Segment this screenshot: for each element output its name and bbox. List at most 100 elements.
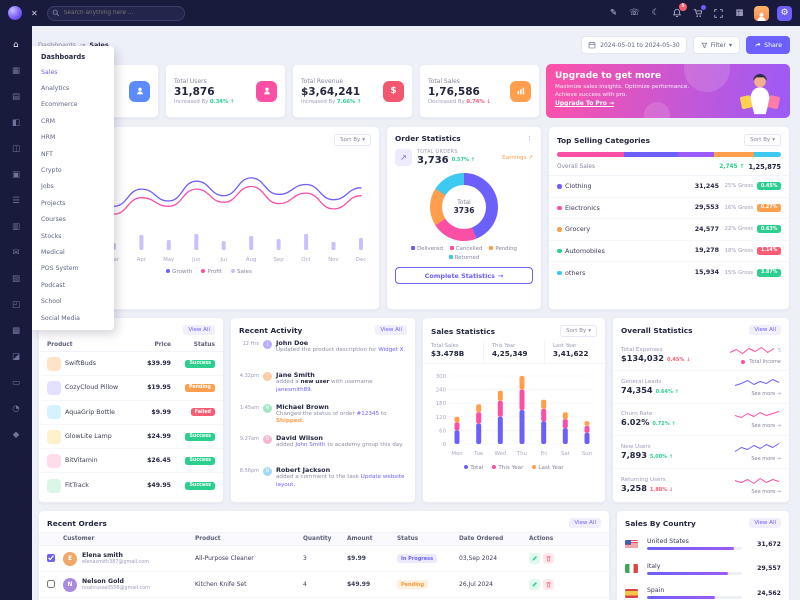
sales-overview-sort-button[interactable]: Sort By ▾ <box>334 134 371 146</box>
sparkline <box>734 477 780 484</box>
sales-statistics-sort-button[interactable]: Sort By ▾ <box>560 325 597 337</box>
change-badge: 0.63% <box>757 225 781 234</box>
compose-icon[interactable]: ✎ <box>609 8 618 18</box>
country-row: Spain 24,562 <box>617 581 789 600</box>
search-input[interactable] <box>46 5 185 21</box>
sidebar-forms-icon[interactable]: ◫ <box>11 143 21 154</box>
filter-button[interactable]: Filter ▾ <box>692 36 741 54</box>
flyout-item-pos-system[interactable]: POS System <box>41 265 79 273</box>
svg-text:Fri: Fri <box>540 451 546 457</box>
delete-button[interactable] <box>543 579 554 590</box>
change-badge: 1.14% <box>757 246 781 255</box>
darkmode-moon-icon[interactable]: ☾ <box>651 8 660 18</box>
svg-text:240: 240 <box>436 388 447 394</box>
settings-gear-icon[interactable]: ⚙ <box>777 5 792 21</box>
share-button[interactable]: Share <box>746 36 790 54</box>
flyout-item-nft[interactable]: NFT <box>41 150 53 158</box>
complete-statistics-button[interactable]: Complete Statistics → <box>395 267 533 284</box>
flyout-item-school[interactable]: School <box>41 298 62 306</box>
overall-stat-row: New Users 7,893 5.00% ↑ See more → <box>613 436 789 469</box>
flyout-item-crypto[interactable]: Crypto <box>41 167 62 175</box>
product-image <box>47 429 61 444</box>
notifications-bell-icon[interactable]: 5 <box>670 2 687 20</box>
user-avatar[interactable] <box>754 5 769 21</box>
upgrade-cta[interactable]: Upgrade To Pro → <box>555 100 615 108</box>
sidebar-apps-icon[interactable]: ▦ <box>11 65 21 76</box>
product-image <box>47 380 61 395</box>
flyout-item-medical[interactable]: Medical <box>41 248 65 256</box>
sidebar-cards-icon[interactable]: ▭ <box>11 377 21 388</box>
flyout-item-crm[interactable]: CRM <box>41 117 55 125</box>
orders-view-all[interactable]: View All <box>569 518 601 528</box>
flyout-item-sales[interactable]: Sales <box>41 68 58 76</box>
category-share-bar <box>557 152 781 157</box>
chevron-down-icon: ▾ <box>729 41 733 49</box>
flyout-item-courses[interactable]: Courses <box>41 216 66 224</box>
delete-button[interactable] <box>543 553 554 564</box>
flyout-item-analytics[interactable]: Analytics <box>41 85 70 93</box>
see-more-link[interactable]: See more → <box>751 391 781 398</box>
flyout-item-hrm[interactable]: HRM <box>41 134 56 142</box>
row-checkbox[interactable] <box>47 579 55 588</box>
overall-view-all[interactable]: View All <box>749 325 781 335</box>
spain-flag-icon <box>625 588 638 598</box>
fullscreen-icon[interactable] <box>712 7 725 20</box>
see-more-link[interactable]: See more → <box>751 423 781 430</box>
flyout-item-projects[interactable]: Projects <box>41 199 66 207</box>
see-more-link[interactable]: See more → <box>751 455 781 462</box>
svg-text:Mar: Mar <box>109 257 120 263</box>
sidebar-charts-icon[interactable]: ▨ <box>11 273 21 284</box>
sidebar-components-icon[interactable]: ◰ <box>11 299 21 310</box>
flyout-item-social-media[interactable]: Social Media <box>41 314 80 322</box>
cart-icon[interactable] <box>691 4 706 20</box>
edit-button[interactable] <box>529 553 540 564</box>
sidebar-menu-icon[interactable]: ☰ <box>12 195 20 206</box>
overall-stat-row: Churn Rate 6.02% 0.72% ↑ See more → <box>613 404 789 437</box>
sidebar-home-icon[interactable]: ⌂ <box>13 39 19 50</box>
countries-view-all[interactable]: View All <box>749 518 781 528</box>
order-statistics-title: Order Statistics <box>395 134 461 143</box>
top-selling-sort-button[interactable]: Sort By ▾ <box>744 134 781 146</box>
activity-item: 8:56pm R Robert Jackson added a comment t… <box>239 466 405 489</box>
stat-card-total-revenue: Total Revenue $3,64,241 Increased By 7.6… <box>292 64 413 118</box>
avatar: E <box>63 551 77 566</box>
sidebar-mail-icon[interactable]: ✉ <box>12 247 20 258</box>
apps-grid-icon[interactable]: ▦ <box>735 8 744 18</box>
flyout-item-stocks[interactable]: Stocks <box>41 232 62 240</box>
flyout-item-podcast[interactable]: Podcast <box>41 281 66 289</box>
svg-text:Aug: Aug <box>246 257 257 263</box>
avatar: N <box>63 577 77 592</box>
funnel-icon <box>701 42 708 48</box>
app-logo[interactable] <box>8 6 22 20</box>
edit-button[interactable] <box>529 579 540 590</box>
sidebar-widgets-icon[interactable]: ▣ <box>11 169 21 180</box>
flyout-item-jobs[interactable]: Jobs <box>41 183 54 191</box>
sidebar-grid-icon[interactable]: ▩ <box>11 325 21 336</box>
menu-close-icon[interactable]: ✕ <box>31 8 38 18</box>
sidebar-layouts-icon[interactable]: ◧ <box>11 117 21 128</box>
stat-card-total-users: Total Users 31,876 Increased By 0.34% ↑ <box>165 64 286 118</box>
overall-statistics-card: Overall Statistics View All Total Expens… <box>612 317 790 503</box>
sidebar-pages-icon[interactable]: ▤ <box>11 91 21 102</box>
kebab-menu-icon[interactable]: ⋮ <box>526 134 533 143</box>
sidebar-clock-icon[interactable]: ◔ <box>12 403 20 414</box>
activity-view-all[interactable]: View All <box>375 325 407 335</box>
sidebar-shapes-icon[interactable]: ◪ <box>11 351 21 362</box>
avatar: M <box>263 403 272 413</box>
see-more-link[interactable]: See more → <box>751 488 781 495</box>
users-icon <box>256 80 277 102</box>
date-range-picker[interactable]: 2024-05-01 to 2024-05-30 <box>581 36 687 54</box>
sidebar-tables-icon[interactable]: ▥ <box>11 221 21 232</box>
notification-badge: 5 <box>679 2 687 11</box>
sidebar-misc-icon[interactable]: ◆ <box>12 429 20 440</box>
products-view-all[interactable]: View All <box>183 325 215 335</box>
flyout-item-ecommerce[interactable]: Ecommerce <box>41 101 78 109</box>
row-checkbox[interactable] <box>47 553 55 562</box>
breadcrumb-parent[interactable]: Dashboards <box>38 41 77 49</box>
sales-by-country-title: Sales By Country <box>625 518 696 528</box>
avatar: J <box>263 371 272 381</box>
earnings-link[interactable]: Earnings ↗ <box>502 154 533 161</box>
svg-text:0: 0 <box>443 442 447 448</box>
sales-statistics-summary: Total Sales $3.478B This Year 4,25,349 Las… <box>423 341 605 364</box>
call-icon[interactable]: ☏ <box>629 8 640 18</box>
